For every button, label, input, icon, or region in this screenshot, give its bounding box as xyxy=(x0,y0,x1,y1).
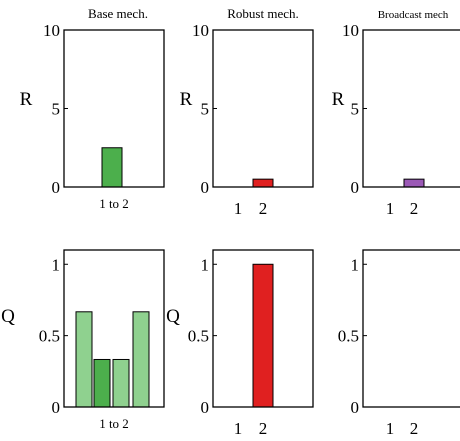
x-tick-label: 1 xyxy=(234,199,243,218)
axes-frame xyxy=(362,249,460,408)
x-tick-label: 2 xyxy=(259,199,268,218)
bar-2-2 xyxy=(252,178,274,188)
y-tick-label: 5 xyxy=(351,100,360,119)
y-axis-label: Q xyxy=(1,306,15,327)
axes-frame xyxy=(63,249,165,408)
y-tick-label: 10 xyxy=(342,21,359,40)
y-tick-label: 0.5 xyxy=(338,327,359,346)
y-tick-label: 10 xyxy=(192,21,209,40)
x-tick-label: 2 xyxy=(410,199,419,218)
panel-6: 00.511 2 xyxy=(338,249,460,438)
y-tick-label: 0 xyxy=(52,178,61,197)
y-tick-label: 0.5 xyxy=(39,327,60,346)
x-tick-label: 2 xyxy=(259,419,268,438)
bar-1-1 xyxy=(101,147,123,188)
panel-3: 0 5 10 1 2 Broadcast mech R xyxy=(332,9,460,218)
x-tick-label: 1 xyxy=(386,199,395,218)
y-tick-label: 0 xyxy=(201,398,210,417)
panel-title: Base mech. xyxy=(88,6,148,21)
bar-4-2 xyxy=(93,358,111,408)
axes-frame xyxy=(212,249,314,408)
x-tick-label: 1 xyxy=(386,419,395,438)
y-tick-label: 5 xyxy=(52,100,61,119)
y-axis-label: Q xyxy=(166,306,180,327)
y-tick-label: 0 xyxy=(201,178,210,197)
x-tick-label: 1 to 2 xyxy=(99,196,129,211)
panel-title: Broadcast mech xyxy=(378,9,449,21)
y-tick-label: 10 xyxy=(43,21,60,40)
y-tick-label: 0 xyxy=(351,178,360,197)
x-tick-label: 1 xyxy=(234,419,243,438)
axes-frame xyxy=(362,29,460,188)
y-tick-label: 1 xyxy=(52,255,61,274)
bar-4-3 xyxy=(112,358,130,408)
y-tick-label: 5 xyxy=(201,100,210,119)
x-tick-label: 2 xyxy=(410,419,419,438)
panel-2: 0 5 10 1 2 Robust mech. R xyxy=(180,6,314,218)
axes-frame xyxy=(212,29,314,188)
bar-4-4 xyxy=(132,311,150,408)
bar-3-2 xyxy=(403,178,425,188)
bar-5-2 xyxy=(252,263,274,408)
y-tick-label: 0 xyxy=(52,398,61,417)
panel-4: 0 0.5 1 1 to 2 Q xyxy=(1,249,165,431)
y-tick-label: 1 xyxy=(351,255,360,274)
y-tick-label: 0.5 xyxy=(188,327,209,346)
y-axis-label: R xyxy=(332,89,345,110)
y-axis-label: R xyxy=(20,89,33,110)
panel-5: 00.511 2Q xyxy=(166,249,314,438)
y-axis-label: R xyxy=(180,89,193,110)
panel-1: 0 5 10 1 to 2 Base mech. R xyxy=(20,6,165,211)
x-tick-label: 1 to 2 xyxy=(99,416,129,431)
bar-4-1 xyxy=(75,311,93,408)
panel-title: Robust mech. xyxy=(227,6,299,21)
y-tick-label: 0 xyxy=(351,398,360,417)
y-tick-label: 1 xyxy=(201,255,210,274)
